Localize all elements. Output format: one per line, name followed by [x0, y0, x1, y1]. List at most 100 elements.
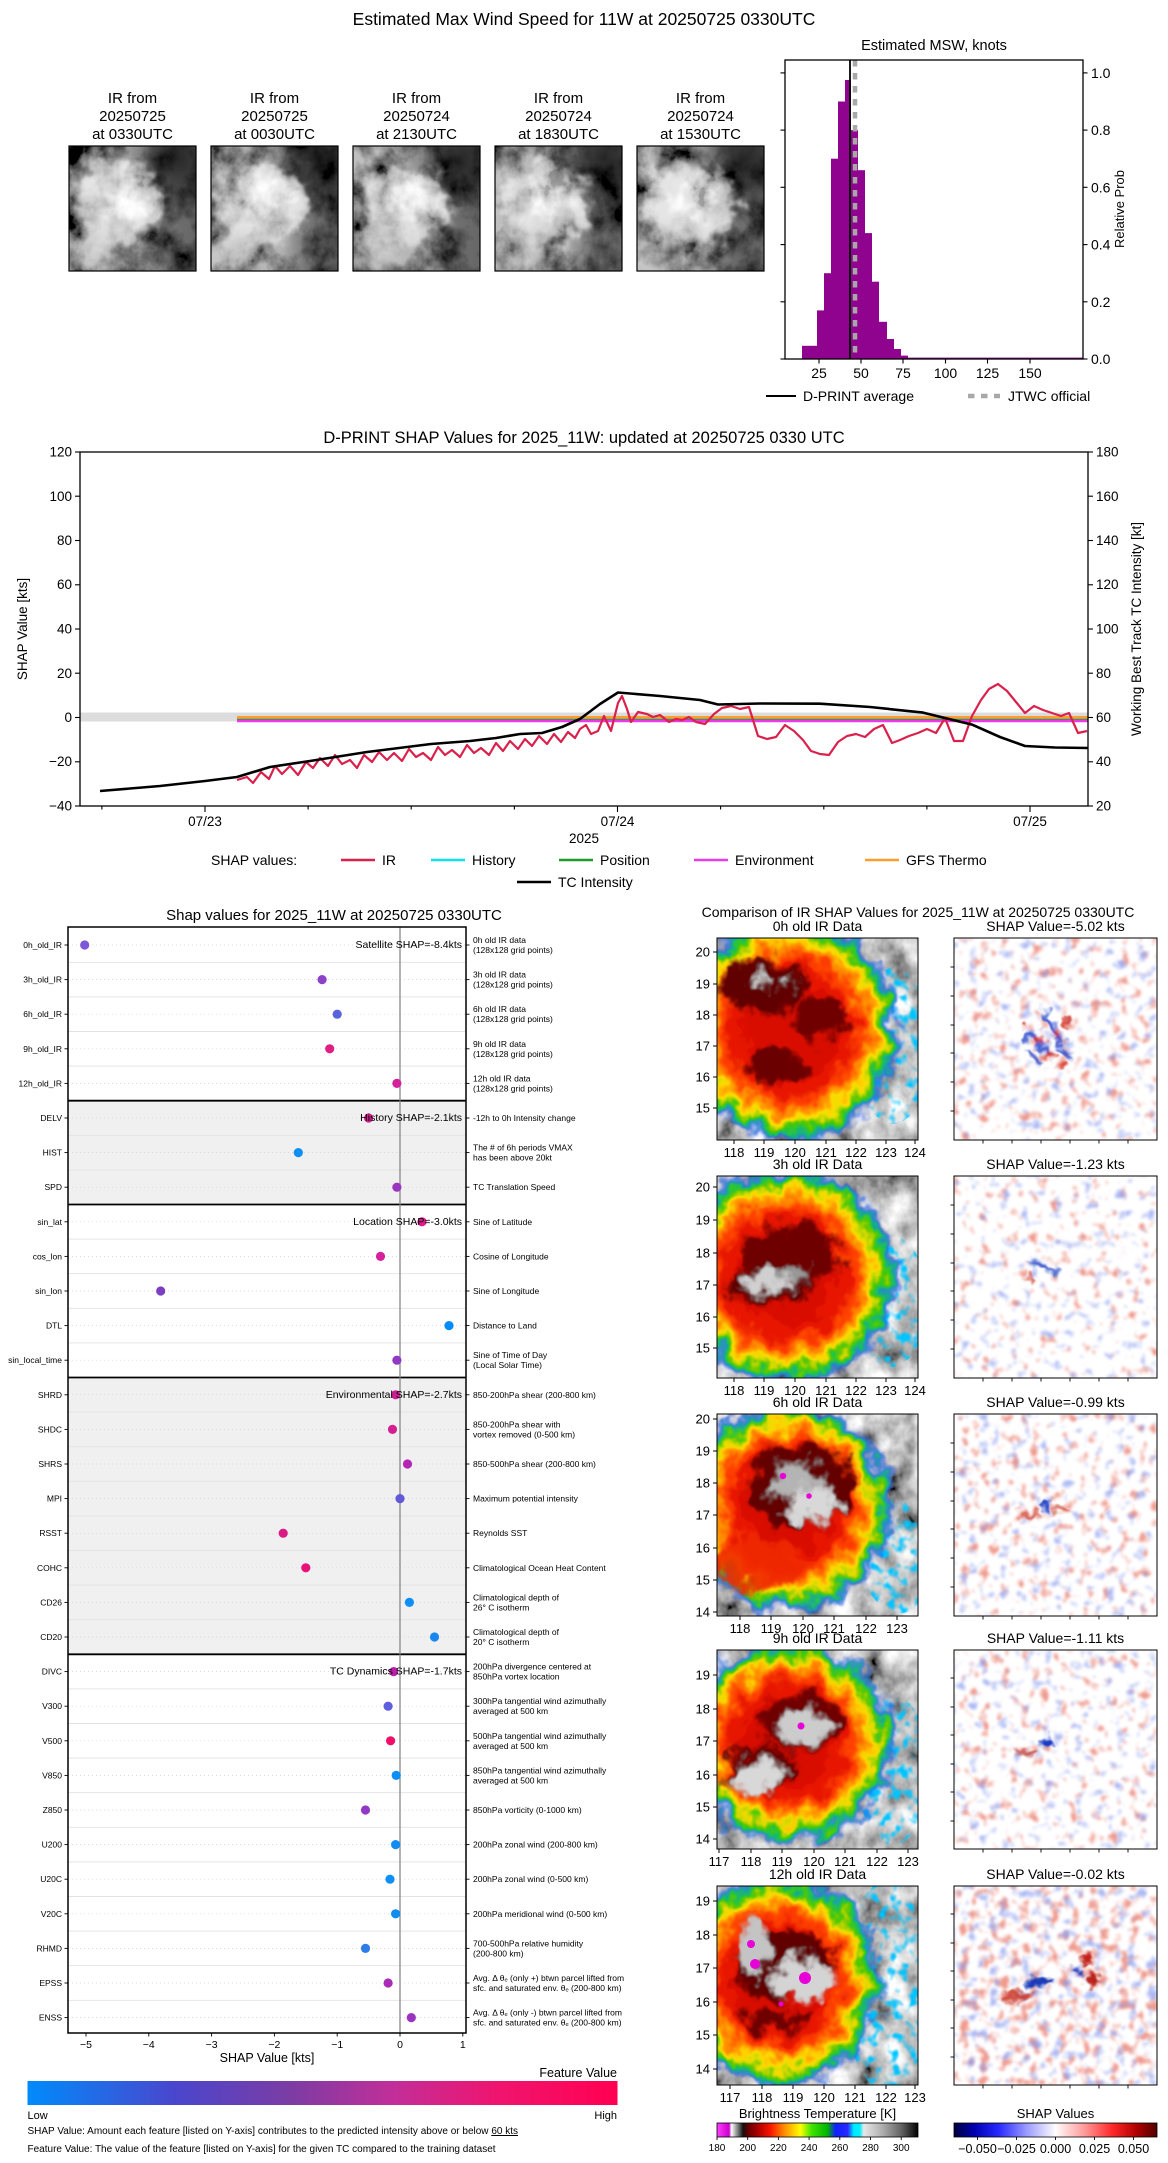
svg-text:SHRS: SHRS: [38, 1459, 62, 1469]
svg-text:IR from: IR from: [108, 90, 157, 107]
svg-text:SHAP Values: SHAP Values: [1017, 2106, 1095, 2121]
svg-text:20250725: 20250725: [241, 108, 308, 125]
svg-text:15: 15: [696, 1573, 710, 1588]
svg-text:averaged at 500 km: averaged at 500 km: [473, 1741, 548, 1751]
svg-text:Climatological depth of: Climatological depth of: [473, 1592, 560, 1602]
svg-text:MPI: MPI: [47, 1494, 62, 1504]
svg-text:SHAP Value [kts]: SHAP Value [kts]: [220, 2051, 315, 2065]
svg-text:sfc. and saturated env. θₑ (20: sfc. and saturated env. θₑ (200-800 km): [473, 2018, 622, 2028]
svg-text:D-PRINT SHAP Values for 2025_1: D-PRINT SHAP Values for 2025_11W: update…: [323, 429, 844, 447]
svg-text:120: 120: [784, 1145, 806, 1160]
svg-text:123: 123: [886, 1621, 908, 1636]
svg-text:15: 15: [696, 1101, 710, 1116]
svg-text:18: 18: [696, 1928, 710, 1943]
svg-text:(128x128 grid points): (128x128 grid points): [473, 1014, 553, 1024]
svg-text:280: 280: [862, 2143, 879, 2154]
svg-text:Reynolds SST: Reynolds SST: [473, 1528, 527, 1538]
svg-text:12h old IR Data: 12h old IR Data: [769, 1866, 866, 1882]
svg-text:at 0030UTC: at 0030UTC: [234, 126, 315, 143]
svg-text:averaged at 500 km: averaged at 500 km: [473, 1706, 548, 1716]
svg-text:18: 18: [696, 1008, 710, 1023]
svg-text:700-500hPa relative humidity: 700-500hPa relative humidity: [473, 1938, 584, 1948]
svg-text:20: 20: [696, 1412, 710, 1427]
svg-text:14: 14: [696, 2062, 710, 2077]
svg-text:122: 122: [855, 1621, 877, 1636]
svg-text:260: 260: [831, 2143, 848, 2154]
svg-text:9h old IR data: 9h old IR data: [473, 1039, 526, 1049]
svg-text:0.025: 0.025: [1079, 2142, 1110, 2156]
svg-text:40: 40: [1096, 754, 1111, 769]
svg-text:123: 123: [897, 1854, 919, 1869]
svg-text:120: 120: [803, 1854, 825, 1869]
svg-text:17: 17: [696, 1278, 710, 1293]
svg-text:20: 20: [57, 666, 72, 681]
svg-text:100: 100: [49, 489, 72, 504]
svg-text:0: 0: [397, 2039, 403, 2051]
svg-text:High: High: [594, 2110, 617, 2122]
svg-text:V850: V850: [42, 1770, 62, 1780]
svg-text:Distance to Land: Distance to Land: [473, 1321, 537, 1331]
svg-text:26° C isotherm: 26° C isotherm: [473, 1602, 529, 1612]
svg-text:121: 121: [823, 1621, 845, 1636]
svg-text:RHMD: RHMD: [37, 1943, 63, 1953]
svg-text:Feature Value: Feature Value: [539, 2066, 617, 2080]
svg-text:180: 180: [1096, 445, 1119, 460]
svg-text:IR from: IR from: [676, 90, 725, 107]
svg-text:850-200hPa shear with: 850-200hPa shear with: [473, 1419, 561, 1429]
svg-text:60: 60: [1096, 710, 1111, 725]
svg-text:200hPa meridional wind (0-500: 200hPa meridional wind (0-500 km): [473, 1909, 607, 1919]
svg-text:100: 100: [1096, 622, 1119, 637]
svg-text:(200-800 km): (200-800 km): [473, 1948, 524, 1958]
svg-text:850hPa tangential wind azimuth: 850hPa tangential wind azimuthally: [473, 1765, 607, 1775]
svg-text:SHAP values:: SHAP values:: [211, 852, 297, 868]
svg-text:(128x128 grid points): (128x128 grid points): [473, 1049, 553, 1059]
svg-text:121: 121: [815, 1383, 837, 1398]
svg-text:20250724: 20250724: [383, 108, 450, 125]
svg-text:0.8: 0.8: [1091, 122, 1111, 138]
svg-text:160: 160: [1096, 489, 1119, 504]
svg-text:300: 300: [893, 2143, 910, 2154]
svg-text:300hPa tangential wind azimuth: 300hPa tangential wind azimuthally: [473, 1696, 607, 1706]
svg-text:sin_lat: sin_lat: [37, 1217, 62, 1227]
svg-text:20250725: 20250725: [99, 108, 166, 125]
svg-text:16: 16: [696, 1995, 710, 2010]
svg-text:19: 19: [696, 1213, 710, 1228]
svg-text:80: 80: [57, 533, 72, 548]
svg-text:V300: V300: [42, 1701, 62, 1711]
svg-text:sin_local_time: sin_local_time: [8, 1355, 62, 1365]
svg-text:17: 17: [696, 1039, 710, 1054]
svg-text:3h old IR data: 3h old IR data: [473, 970, 526, 980]
svg-text:SHAP Value=-0.99 kts: SHAP Value=-0.99 kts: [986, 1394, 1124, 1410]
svg-text:−20: −20: [49, 754, 72, 769]
svg-text:16: 16: [696, 1541, 710, 1556]
svg-text:JTWC official: JTWC official: [1008, 388, 1090, 404]
svg-text:6h old IR data: 6h old IR data: [473, 1004, 526, 1014]
svg-text:Feature Value: The value of th: Feature Value: The value of the feature …: [28, 2144, 496, 2155]
svg-text:118: 118: [730, 1621, 751, 1636]
svg-text:(128x128 grid points): (128x128 grid points): [473, 980, 553, 990]
svg-text:averaged at 500 km: averaged at 500 km: [473, 1775, 548, 1785]
svg-text:20: 20: [696, 945, 710, 960]
svg-text:12h_old_IR: 12h_old_IR: [19, 1078, 62, 1088]
svg-text:60: 60: [57, 577, 72, 592]
svg-text:119: 119: [754, 1145, 775, 1160]
svg-text:140: 140: [1096, 533, 1119, 548]
svg-text:07/25: 07/25: [1013, 814, 1047, 829]
svg-text:120: 120: [792, 1621, 814, 1636]
svg-text:0.6: 0.6: [1091, 179, 1111, 195]
svg-text:9h_old_IR: 9h_old_IR: [23, 1044, 62, 1054]
svg-text:15: 15: [696, 1800, 710, 1815]
svg-text:Sine of Longitude: Sine of Longitude: [473, 1286, 539, 1296]
svg-text:0: 0: [64, 710, 72, 725]
svg-text:0.0: 0.0: [1091, 351, 1111, 367]
svg-text:EPSS: EPSS: [39, 1978, 62, 1988]
svg-text:SPD: SPD: [45, 1182, 62, 1192]
svg-text:has been above 20kt: has been above 20kt: [473, 1153, 553, 1163]
svg-text:122: 122: [845, 1383, 867, 1398]
svg-text:at 1530UTC: at 1530UTC: [660, 126, 741, 143]
svg-text:6h_old_IR: 6h_old_IR: [23, 1009, 62, 1019]
svg-text:Comparison of IR SHAP Values f: Comparison of IR SHAP Values for 2025_11…: [702, 904, 1135, 920]
svg-text:200hPa divergence centered at: 200hPa divergence centered at: [473, 1662, 592, 1672]
svg-text:18: 18: [696, 1476, 710, 1491]
svg-text:15: 15: [696, 1341, 710, 1356]
